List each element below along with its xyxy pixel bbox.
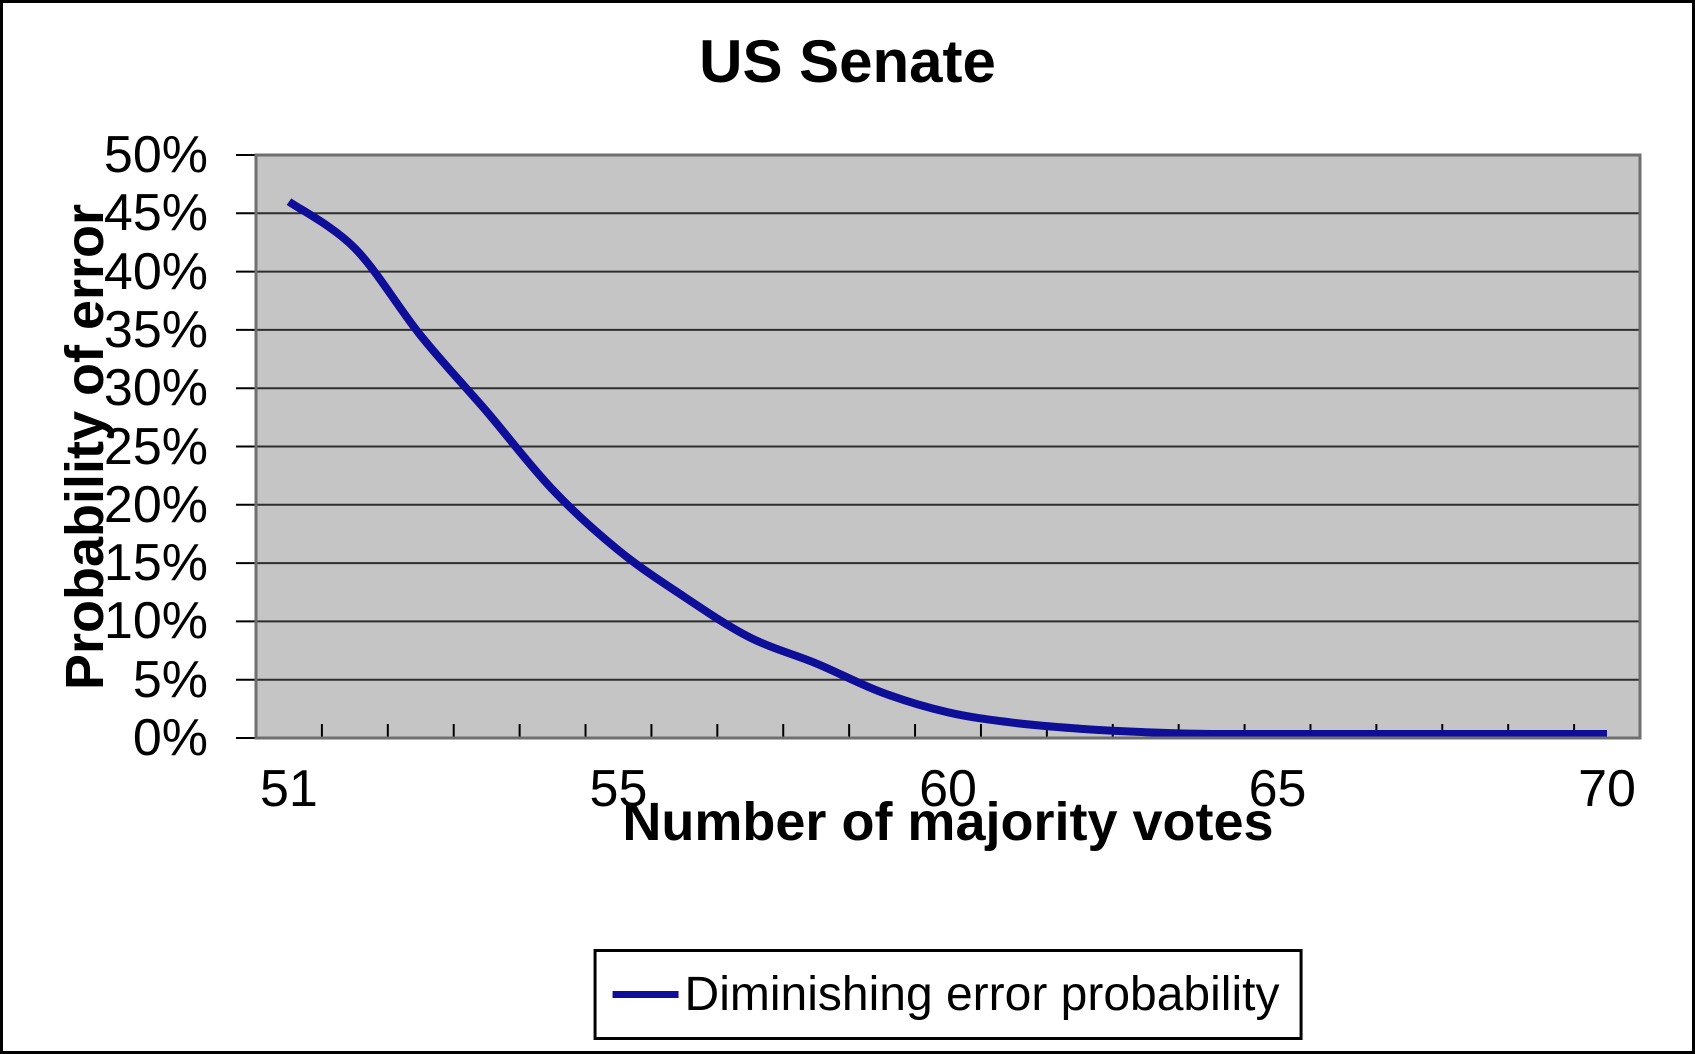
y-tick-label: 50% bbox=[103, 126, 208, 184]
y-tick-label: 10% bbox=[103, 592, 208, 651]
legend-label: Diminishing error probability bbox=[684, 968, 1280, 1021]
x-tick-label: 60 bbox=[919, 760, 977, 818]
legend: Diminishing error probability bbox=[593, 949, 1303, 1041]
y-tick-label: 45% bbox=[103, 184, 208, 243]
y-tick-label: 30% bbox=[103, 359, 208, 418]
x-tick-label: 55 bbox=[589, 760, 648, 818]
y-tick-label: 35% bbox=[103, 300, 208, 359]
x-tick-label: 51 bbox=[260, 760, 318, 818]
y-tick-label: 25% bbox=[103, 417, 208, 476]
x-tick-label: 70 bbox=[1578, 760, 1636, 818]
y-tick-label: 0% bbox=[132, 709, 208, 767]
series-line bbox=[286, 198, 1607, 739]
plot-area bbox=[236, 153, 1642, 740]
y-tick-label: 15% bbox=[103, 534, 208, 593]
chart-title: US Senate bbox=[699, 28, 996, 95]
y-tick-label: 20% bbox=[103, 475, 208, 534]
x-tick-label: 65 bbox=[1248, 760, 1307, 818]
plot-border bbox=[254, 153, 1642, 740]
x-axis-title: Number of majority votes bbox=[622, 792, 1274, 852]
y-tick-label: 40% bbox=[103, 242, 208, 301]
legend-line-swatch bbox=[612, 991, 679, 999]
y-tick-label: 5% bbox=[132, 650, 208, 709]
